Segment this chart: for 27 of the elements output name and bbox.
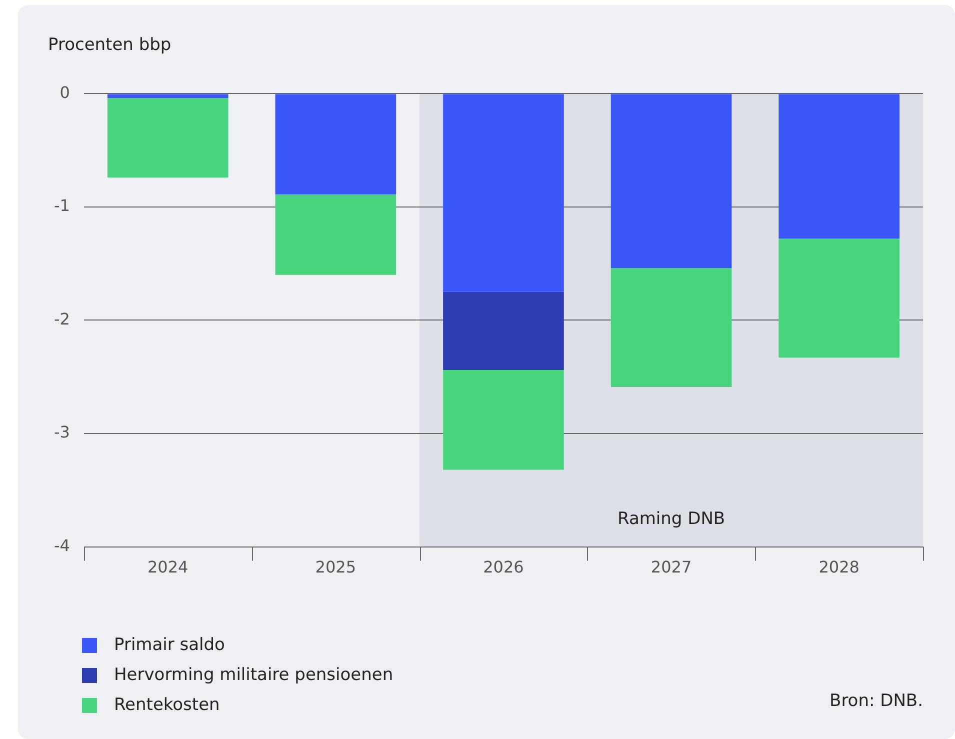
bar [107,98,228,178]
bar [107,94,228,98]
x-tick-label: 2024 [148,558,188,577]
band-label: Raming DNB [617,509,726,530]
x-tick-label: 2027 [650,558,692,577]
bar [443,292,564,370]
bar [610,94,732,268]
legend-label: Rentekosten [114,695,220,715]
bar [275,194,396,275]
x-tick-label: 2025 [315,558,356,577]
legend-label: Primair saldo [114,635,225,655]
y-tick-label: -3 [54,422,70,442]
x-tick-label: 2026 [483,558,524,577]
x-tick-label: 2028 [818,558,860,577]
bar [275,94,396,194]
y-tick-label: -2 [54,309,70,328]
bar [443,94,564,292]
legend-label: Hervorming militaire pensioenen [114,665,394,685]
bar [778,238,900,358]
y-axis-title: Procenten bbp [48,35,172,55]
y-tick-label: -1 [54,196,70,216]
text: Bron: DNB. [830,691,923,711]
bar [443,370,564,470]
bar [610,268,732,388]
y-tick-label: 0 [60,82,70,102]
bar [778,94,900,239]
y-tick-label: -4 [54,536,70,555]
